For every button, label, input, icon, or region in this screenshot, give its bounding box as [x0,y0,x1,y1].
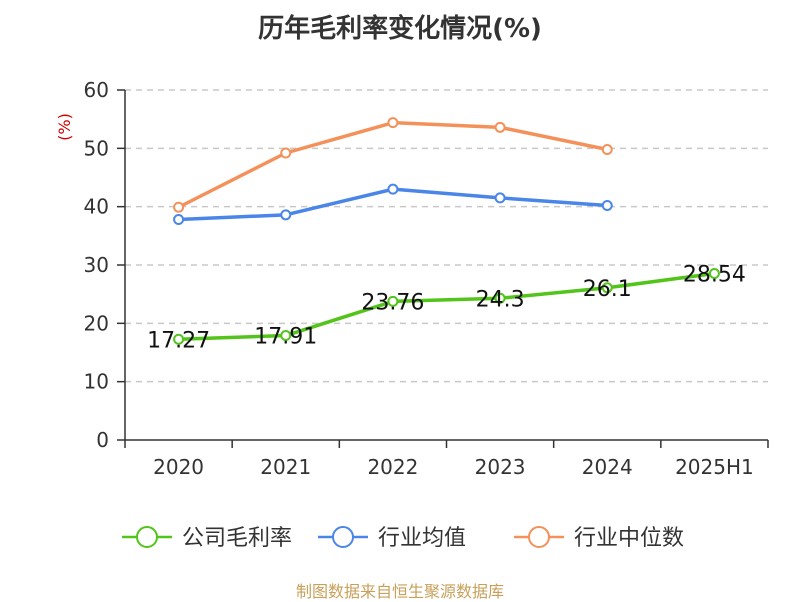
x-tick-label: 2023 [475,455,526,479]
x-tick-label: 2020 [153,455,204,479]
data-point [708,268,720,280]
y-tick-label: 50 [84,136,109,160]
y-tick-label: 0 [96,428,109,452]
data-label: 24.3 [476,287,525,312]
data-point [387,183,399,195]
legend-label: 行业中位数 [574,526,684,551]
data-point [387,295,399,307]
x-tick-label: 2022 [367,455,418,479]
data-point [494,292,506,304]
chart-title: 历年毛利率变化情况(%) [258,14,542,44]
data-label: 17.27 [147,328,210,353]
y-tick-label: 10 [84,370,109,394]
legend-item: 公司毛利率 [122,526,292,551]
legend-marker [332,526,354,548]
series-line [178,271,715,342]
data-point [280,209,292,221]
y-tick-label: 60 [84,78,109,102]
data-point [173,201,185,213]
x-tick-labels: 2020 2021 2022 2023 2024 2025H1 [153,455,754,479]
data-label: 26.1 [583,277,632,302]
data-label: 23.76 [361,290,424,315]
legend-marker [528,526,550,548]
grid-lines [125,89,768,383]
source-note: 制图数据来自恒生聚源数据库 [295,582,504,601]
legend-label: 行业均值 [378,526,466,551]
legend-label: 公司毛利率 [182,526,292,551]
x-tick-label: 2021 [260,455,311,479]
data-point [494,121,506,133]
data-label: 28.54 [683,263,746,288]
data-point [494,192,506,204]
data-point [173,214,185,225]
x-tick-label: 2025H1 [675,455,754,479]
data-point [601,144,613,155]
data-point [601,200,613,211]
data-point [601,282,613,294]
data-point [387,117,399,129]
y-tick-label: 30 [84,253,109,277]
data-labels: 17.27 17.91 23.76 24.3 26.1 28.54 [147,263,746,354]
data-point [280,147,292,159]
series-lines [173,117,720,345]
x-tick-label: 2024 [582,455,633,479]
data-point [173,333,185,345]
axes [117,89,769,448]
y-tick-label: 20 [84,311,109,335]
data-label: 17.91 [254,325,317,350]
y-tick-labels: 0 10 20 30 40 50 60 [84,78,109,452]
y-axis-label: (%) [55,113,74,141]
legend-item: 行业中位数 [514,526,684,551]
y-tick-label: 40 [84,195,109,219]
legend: 公司毛利率 行业均值 行业中位数 [122,526,684,551]
data-point [280,330,292,342]
legend-marker [136,526,158,548]
legend-item: 行业均值 [318,526,466,551]
